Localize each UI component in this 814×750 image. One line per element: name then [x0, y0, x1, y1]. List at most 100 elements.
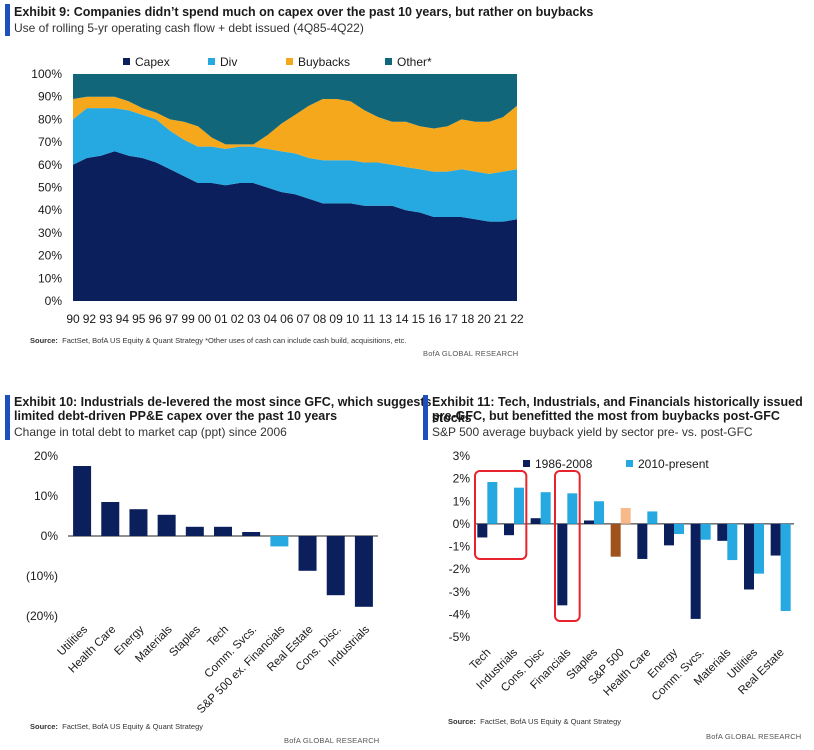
- y-tick-10: (10%): [26, 569, 58, 583]
- exhibit9-accent-bar: [5, 4, 10, 36]
- y-tick-0pct: 0%: [45, 294, 63, 308]
- exhibit9-chart: Capex Div Buybacks Other* 0% 10% 20% 30% 40% 50% 6…: [31, 55, 524, 326]
- y-tick-5: -5%: [449, 630, 471, 644]
- area-other: [73, 74, 517, 145]
- x-tick-97: 97: [165, 312, 179, 326]
- legend-swatch-1986-2008: [523, 460, 530, 467]
- x-tick-20: 20: [477, 312, 491, 326]
- legend-swatch-buybacks: [286, 58, 293, 65]
- bar-tech-2010-present: [487, 482, 498, 524]
- exhibit11-chart: 1986-2008 2010-presentTechIndustrialsCons…: [449, 449, 794, 703]
- x-tick-94: 94: [116, 312, 130, 326]
- bar-comm-svcs-2010-present: [700, 523, 711, 540]
- exhibit9-title: Exhibit 9: Companies didn’t spend much o…: [14, 5, 594, 19]
- exhibit11-title-line1: Exhibit 11: Tech, Industrials, and Finan…: [432, 395, 803, 425]
- legend-label-buybacks: Buybacks: [298, 55, 350, 69]
- legend-label-div: Div: [220, 55, 237, 69]
- y-tick-80pct: 80%: [38, 112, 62, 126]
- bar-financials-1986-2008: [557, 523, 568, 606]
- exhibit10-subtitle: Change in total debt to market cap (ppt)…: [14, 425, 287, 439]
- y-tick-1: 1%: [453, 494, 471, 508]
- y-tick-0: 0%: [453, 517, 471, 531]
- bar-materials: [157, 514, 176, 536]
- y-tick-10: 10%: [34, 489, 58, 503]
- bar-utilities-1986-2008: [744, 523, 754, 590]
- y-tick-90pct: 90%: [38, 90, 62, 104]
- bar-utilities-2010-present: [754, 523, 764, 574]
- bar-staples-1986-2008: [584, 520, 594, 524]
- bar-tech-1986-2008: [477, 523, 488, 538]
- bar-comm-svcs-1986-2008: [690, 523, 701, 619]
- y-tick-20: (20%): [26, 609, 58, 623]
- y-tick-10pct: 10%: [38, 271, 62, 285]
- exhibit10-source-text: FactSet, BofA US Equity & Quant Strategy: [62, 722, 204, 731]
- x-tick-03: 03: [247, 312, 261, 326]
- y-tick-60pct: 60%: [38, 158, 62, 172]
- highlight-box-financials: [554, 470, 581, 622]
- bar-industrials: [354, 536, 373, 607]
- y-tick-3: 3%: [453, 449, 471, 463]
- highlight-box-tech: [474, 470, 528, 560]
- bar-comm-svcs: [242, 532, 261, 536]
- x-tick-08: 08: [313, 312, 327, 326]
- legend-label-other: Other*: [397, 55, 432, 69]
- bar-cons-disc-1986-2008: [530, 518, 541, 524]
- exhibit10-brand: BofA GLOBAL RESEARCH: [284, 736, 380, 745]
- x-tick-18: 18: [461, 312, 475, 326]
- bar-s-p-500-2010-present: [620, 508, 631, 524]
- bar-real-estate-2010-present: [780, 523, 791, 611]
- exhibit10-source-label: Source:: [30, 722, 58, 731]
- bar-industrials-1986-2008: [504, 523, 514, 536]
- x-tick-04: 04: [264, 312, 278, 326]
- x-tick-10: 10: [346, 312, 360, 326]
- y-tick-4: -4%: [449, 607, 471, 621]
- x-tick-95: 95: [132, 312, 146, 326]
- exhibit11-subtitle: S&P 500 average buyback yield by sector …: [432, 425, 753, 439]
- bar-s-p-500-1986-2008: [610, 523, 621, 557]
- exhibit10-title-line2: limited debt-driven PP&E capex over the …: [14, 409, 338, 423]
- bar-industrials-2010-present: [514, 487, 524, 524]
- legend-label-1986-2008: 1986-2008: [535, 457, 593, 471]
- bar-staples: [185, 526, 204, 536]
- x-tick-00: 00: [198, 312, 212, 326]
- x-tick-22: 22: [510, 312, 524, 326]
- area-capex: [73, 151, 517, 301]
- x-tick-01: 01: [214, 312, 228, 326]
- y-tick-0: 0%: [41, 529, 59, 543]
- exhibit11-accent-bar: [423, 395, 428, 440]
- y-tick-100pct: 100%: [31, 67, 62, 81]
- exhibit11-source: Source: FactSet, BofA US Equity & Quant …: [448, 717, 621, 726]
- bar-materials-2010-present: [727, 523, 738, 561]
- y-tick-1: -1%: [449, 540, 471, 554]
- bar-utilities: [73, 466, 92, 536]
- bar-health-care-1986-2008: [637, 523, 648, 559]
- x-tick-93: 93: [99, 312, 113, 326]
- y-tick-20: 20%: [34, 449, 58, 463]
- x-tick-02: 02: [231, 312, 245, 326]
- exhibit9-subtitle: Use of rolling 5-yr operating cash flow …: [14, 21, 364, 35]
- y-tick-70pct: 70%: [38, 135, 62, 149]
- y-tick-30pct: 30%: [38, 226, 62, 240]
- x-tick-06: 06: [280, 312, 294, 326]
- y-tick-50pct: 50%: [38, 181, 62, 195]
- bar-financials-2010-present: [567, 493, 578, 524]
- exhibit9-source-label: Source:: [30, 336, 58, 345]
- area-div: [73, 108, 517, 222]
- bar-real-estate-1986-2008: [770, 523, 781, 556]
- legend-swatch-div: [208, 58, 215, 65]
- exhibit9-source-text: FactSet, BofA US Equity & Quant Strategy…: [62, 336, 407, 345]
- bar-real-estate: [298, 536, 317, 571]
- y-tick-3: -3%: [449, 585, 471, 599]
- x-tick-14: 14: [395, 312, 409, 326]
- exhibit9-brand: BofA GLOBAL RESEARCH: [423, 349, 519, 358]
- bar-materials-1986-2008: [717, 523, 728, 541]
- bar-energy-1986-2008: [664, 523, 674, 546]
- x-tick-99: 99: [181, 312, 195, 326]
- x-tick-17: 17: [445, 312, 459, 326]
- exhibit11-brand: BofA GLOBAL RESEARCH: [706, 732, 802, 741]
- bar-tech: [214, 526, 232, 536]
- exhibit11-source-text: FactSet, BofA US Equity & Quant Strategy: [480, 717, 622, 726]
- y-tick-2: 2%: [453, 472, 471, 486]
- legend-swatch-capex: [123, 58, 130, 65]
